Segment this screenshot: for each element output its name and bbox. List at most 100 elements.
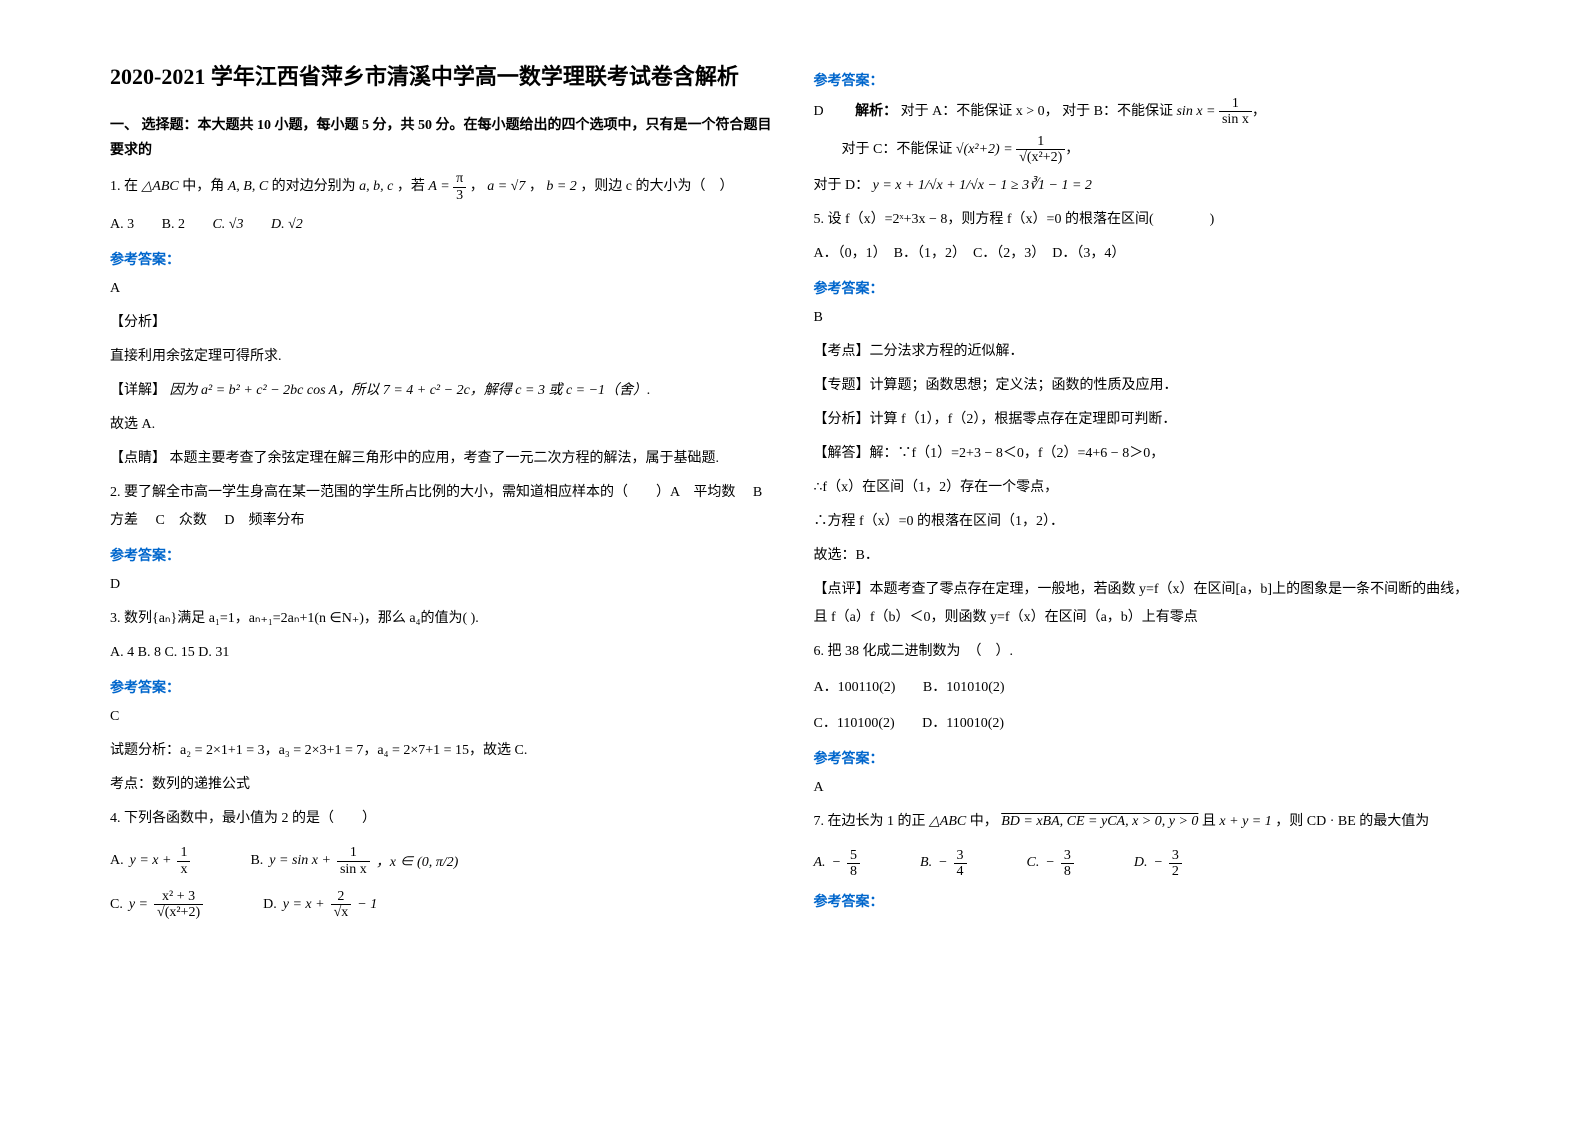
- q1-optA: A. 3: [110, 217, 134, 232]
- optD-label: D.: [263, 897, 277, 913]
- optA-label: A.: [110, 853, 124, 869]
- q7-options: A. − 5 8 B. − 3 4 C. − 3 8 D. −: [814, 848, 1478, 880]
- q4-optA: A. y = x + 1 x: [110, 845, 190, 877]
- frac-den: 8: [1061, 864, 1074, 879]
- q1-answer-label: 参考答案：: [110, 249, 774, 269]
- q3-answer: C: [110, 703, 774, 731]
- q7-optA: A. − 5 8: [814, 848, 861, 880]
- q1-conclusion: 故选 A.: [110, 411, 774, 439]
- q1-mid2: 的对边分别为: [272, 179, 356, 194]
- frac-num: 5: [847, 848, 860, 864]
- q4-expl-b-frac: 1 sin x: [1219, 96, 1252, 128]
- q1-A-eq: A =: [428, 179, 453, 194]
- frac-num: 1: [337, 845, 370, 861]
- q1-analysis: 直接利用余弦定理可得所求.: [110, 343, 774, 371]
- q1-comment: 【点睛】 本题主要考查了余弦定理在解三角形中的应用，考查了一元二次方程的解法，属…: [110, 445, 774, 473]
- q4-optC: C. y = x² + 3 √(x²+2): [110, 889, 203, 921]
- frac-den: √x: [331, 905, 352, 920]
- q4-optD: D. y = x + 2 √x − 1: [263, 889, 377, 921]
- q1-comment-tag: 【点睛】: [110, 451, 166, 466]
- q7-sum: x + y = 1: [1219, 814, 1271, 829]
- q4-options-row1: A. y = x + 1 x B. y = sin x + 1 sin x ，x…: [110, 845, 774, 877]
- optD-prefix: y = x +: [283, 897, 325, 913]
- frac-den: √(x²+2): [1016, 150, 1065, 165]
- optB-label: B.: [250, 853, 263, 869]
- frac-num: 3: [954, 848, 967, 864]
- frac-den: sin x: [1219, 112, 1252, 127]
- q5-line1: ∴f（x）在区间（1，2）存在一个零点，: [814, 474, 1478, 502]
- frac-den: x: [177, 862, 190, 877]
- q1-answer: A: [110, 275, 774, 303]
- q5-tag5: 【点评】本题考查了零点存在定理，一般地，若函数 y=f（x）在区间[a，b]上的…: [814, 576, 1478, 632]
- q6-options-2: C．110100(2) D．110010(2): [814, 710, 1478, 738]
- frac-num: 2: [331, 889, 352, 905]
- q1-detail-tag: 【详解】: [110, 383, 166, 398]
- frac-num: 1: [1219, 96, 1252, 112]
- optD-frac: 3 2: [1169, 848, 1182, 880]
- q7-mid: 中，: [970, 814, 998, 829]
- q4-expl-c-line: 对于 C：不能保证 √(x²+2) = 1 √(x²+2) ，: [842, 134, 1478, 166]
- q1-optD: D. √2: [271, 217, 303, 232]
- q1-angles: A, B, C: [228, 179, 268, 194]
- q1-triangle: △ABC: [142, 179, 179, 194]
- q7-stem: 7. 在边长为 1 的正 △ABC 中， BD = xBA, CE = yCA,…: [814, 808, 1478, 836]
- q4-optB: B. y = sin x + 1 sin x ，x ∈ (0, π/2): [250, 845, 458, 877]
- q1-stem: 1. 在 △ABC 中，角 A, B, C 的对边分别为 a, b, c ，若 …: [110, 171, 774, 203]
- optD-label: D.: [1134, 855, 1148, 871]
- q3-analysis: 试题分析：a₂ = 2×1+1 = 3，a₃ = 2×3+1 = 7，a₄ = …: [110, 737, 774, 765]
- q3-answer-label: 参考答案：: [110, 677, 774, 697]
- document-title: 2020-2021 学年江西省萍乡市清溪中学高一数学理联考试卷含解析: [110, 60, 774, 93]
- q4-expl-d-line: 对于 D： y = x + 1/√x + 1/√x − 1 ≥ 3∛1 − 1 …: [814, 172, 1478, 200]
- frac-den: √(x²+2): [154, 905, 203, 920]
- q1-sides: a, b, c: [359, 179, 393, 194]
- q5-answer-label: 参考答案：: [814, 278, 1478, 298]
- q7-BD: BD = xBA, CE = yCA, x > 0, y > 0: [1001, 814, 1198, 829]
- frac-num: x² + 3: [154, 889, 203, 905]
- q1-prefix: 1. 在: [110, 179, 138, 194]
- optC-frac: x² + 3 √(x²+2): [154, 889, 203, 921]
- optC-prefix: y =: [129, 897, 148, 913]
- q6-optA: A．100110(2): [814, 680, 896, 695]
- q7-and: 且: [1202, 814, 1220, 829]
- q1-mid3: ，若: [397, 179, 425, 194]
- q5-tag4: 【解答】解：∵f（1）=2+3 − 8＜0，f（2）=4+6 − 8＞0，: [814, 440, 1478, 468]
- frac-num: 3: [1061, 848, 1074, 864]
- q7-prefix: 7. 在边长为 1 的正: [814, 814, 926, 829]
- q6-optC: C．110100(2): [814, 716, 895, 731]
- q6-answer-label: 参考答案：: [814, 748, 1478, 768]
- frac-den: 2: [1169, 864, 1182, 879]
- q3-note: 考点：数列的递推公式: [110, 771, 774, 799]
- q5-tag2: 【专题】计算题；函数思想；定义法；函数的性质及应用．: [814, 372, 1478, 400]
- q4-expl-a: 对于 A：不能保证 x > 0，: [901, 104, 1059, 119]
- optA-frac: 1 x: [177, 845, 190, 877]
- q4-expl-c: 对于 C：不能保证: [842, 142, 956, 157]
- q6-optD: D．110010(2): [922, 716, 1004, 731]
- optA-label: A.: [814, 855, 826, 871]
- q1-mid1: 中，角: [182, 179, 224, 194]
- q1-c1: ，: [470, 179, 484, 194]
- q4-expl-prefix: 解析：: [855, 104, 897, 119]
- q4-stem: 4. 下列各函数中，最小值为 2 的是（ ）: [110, 805, 774, 833]
- q6-options-1: A．100110(2) B．101010(2): [814, 674, 1478, 702]
- q4-expl-d: 对于 D：: [814, 178, 870, 193]
- frac-den: sin x: [337, 862, 370, 877]
- optB-cond: ，x ∈ (0, π/2): [376, 851, 458, 871]
- q7-end: ，则 CD · BE 的最大值为: [1275, 814, 1429, 829]
- q5-stem: 5. 设 f（x）=2ˣ+3x − 8，则方程 f（x）=0 的根落在区间( ): [814, 206, 1478, 234]
- q7-optC: C. − 3 8: [1027, 848, 1074, 880]
- q6-optB: B．101010(2): [923, 680, 1005, 695]
- optA-frac: 5 8: [847, 848, 860, 880]
- q7-answer-label: 参考答案：: [814, 891, 1478, 911]
- frac-num: 1: [1016, 134, 1065, 150]
- q4-expl-c-frac: 1 √(x²+2): [1016, 134, 1065, 166]
- q1-end: ，则边 c 的大小为（ ）: [580, 179, 733, 194]
- optB-frac: 3 4: [954, 848, 967, 880]
- q4-expl-b: 对于 B：不能保证: [1062, 104, 1176, 119]
- q2-stem: 2. 要了解全市高一学生身高在某一范围的学生所占比例的大小，需知道相应样本的（ …: [110, 479, 774, 535]
- optD-suffix: − 1: [357, 897, 377, 913]
- q1-c2: ，: [529, 179, 543, 194]
- optC-label: C.: [110, 897, 123, 913]
- q1-detail: 【详解】 因为 a² = b² + c² − 2bc cos A，所以 7 = …: [110, 377, 774, 405]
- optB-frac: 1 sin x: [337, 845, 370, 877]
- q4-answer-label: 参考答案：: [814, 70, 1478, 90]
